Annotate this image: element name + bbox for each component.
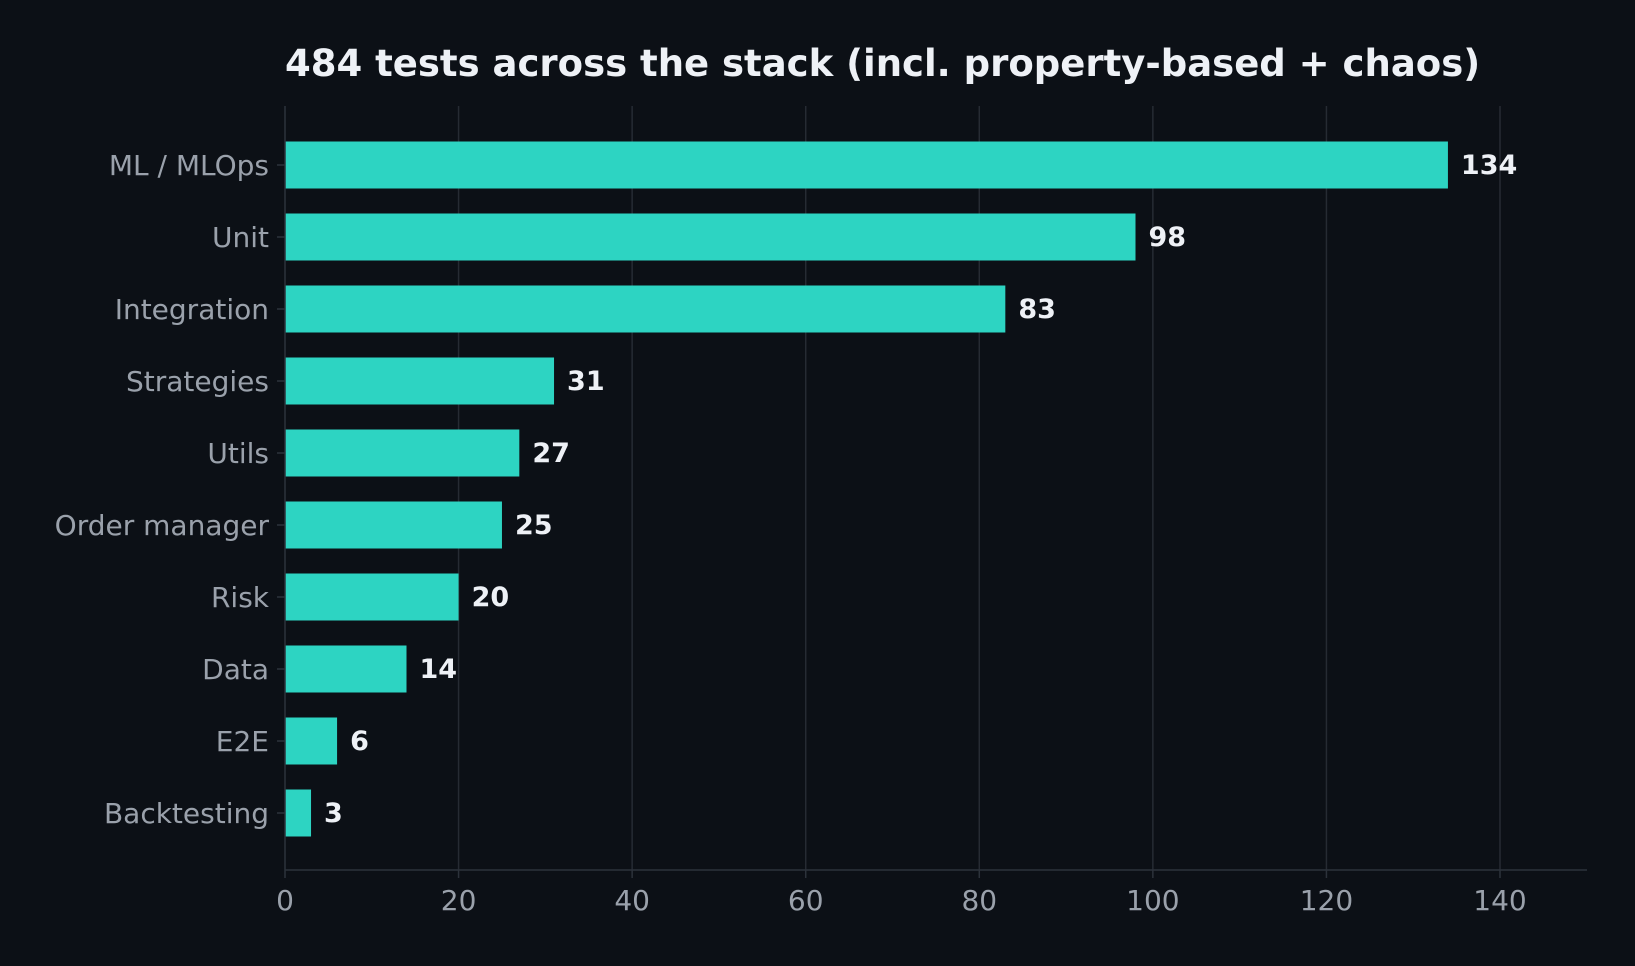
axes (277, 106, 1587, 878)
bar (285, 573, 459, 621)
x-tick-label: 0 (276, 884, 294, 917)
bar (285, 357, 555, 405)
labels: 0 20 40 60 80 100 120 140 ML / MLOps 134 Unit 98 Int… (55, 149, 1527, 917)
category-label: Risk (211, 581, 270, 614)
data-label: 6 (350, 726, 369, 757)
data-label: 3 (324, 798, 343, 829)
data-label: 31 (567, 366, 605, 397)
data-label: 134 (1461, 150, 1517, 181)
x-tick-label: 140 (1473, 884, 1526, 917)
category-label: Utils (207, 437, 269, 470)
data-label: 20 (472, 582, 510, 613)
x-tick-label: 40 (614, 884, 650, 917)
data-label: 98 (1149, 222, 1187, 253)
x-tick-label: 120 (1300, 884, 1353, 917)
data-label: 25 (515, 510, 553, 541)
x-tick-label: 20 (441, 884, 477, 917)
chart-title: 484 tests across the stack (incl. proper… (285, 42, 1480, 85)
category-label: Data (202, 653, 269, 686)
category-label: Strategies (126, 365, 269, 398)
bar (285, 285, 1006, 333)
bar (285, 501, 502, 549)
bar (285, 717, 338, 765)
x-tick-label: 100 (1126, 884, 1179, 917)
bar (285, 429, 520, 477)
bar (285, 141, 1448, 189)
x-tick-label: 80 (961, 884, 997, 917)
bar (285, 645, 407, 693)
data-label: 14 (420, 654, 458, 685)
data-label: 83 (1018, 294, 1056, 325)
bar (285, 789, 312, 837)
category-label: Integration (115, 293, 269, 326)
category-label: E2E (216, 725, 269, 758)
x-tick-label: 60 (788, 884, 824, 917)
category-label: Order manager (55, 509, 270, 542)
category-label: ML / MLOps (109, 149, 269, 182)
bar (285, 213, 1136, 261)
category-label: Unit (212, 221, 269, 254)
category-label: Backtesting (104, 797, 269, 830)
bars (285, 141, 1448, 837)
data-label: 27 (532, 438, 570, 469)
